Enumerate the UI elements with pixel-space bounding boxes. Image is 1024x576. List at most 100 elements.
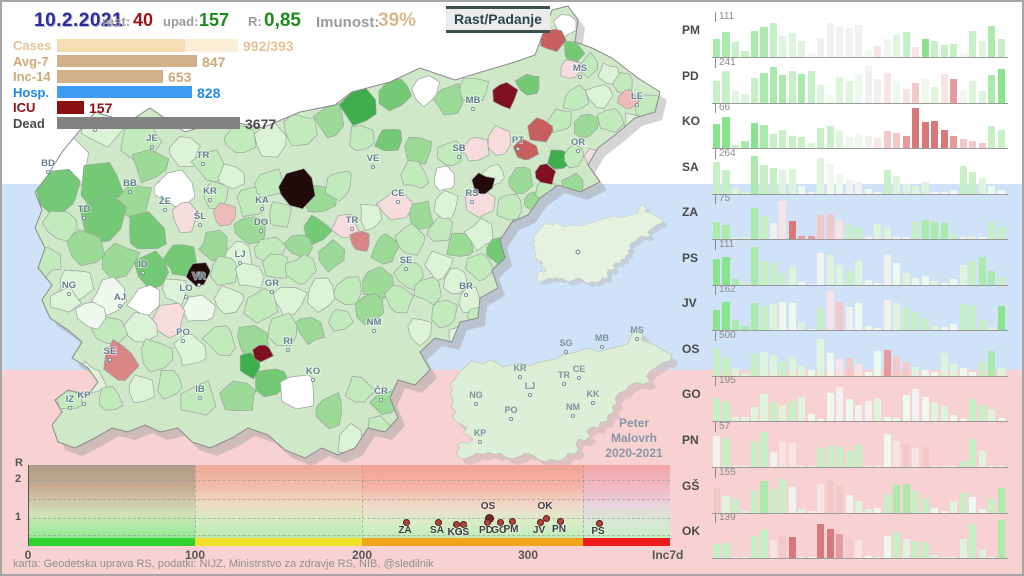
- municipality-cell[interactable]: [360, 203, 383, 232]
- municipality-cell[interactable]: [574, 114, 600, 139]
- municipality-cell[interactable]: [349, 125, 375, 151]
- municipality-cell[interactable]: [252, 344, 274, 363]
- region-chart-ZA[interactable]: ZA 75: [682, 194, 1012, 241]
- municipality-cell[interactable]: [349, 230, 370, 252]
- municipality-cell[interactable]: [283, 113, 318, 147]
- scatter-point-ZA[interactable]: [402, 518, 410, 526]
- region-chart-PS[interactable]: PS 111: [682, 239, 1012, 286]
- municipality-cell[interactable]: [355, 293, 384, 326]
- municipality-cell[interactable]: [562, 84, 590, 111]
- municipality-cell[interactable]: [471, 172, 496, 195]
- municipality-cell[interactable]: [563, 41, 586, 63]
- municipality-cell[interactable]: [434, 165, 455, 191]
- municipality-cell[interactable]: [79, 193, 127, 244]
- municipality-cell[interactable]: [328, 309, 354, 332]
- municipality-cell[interactable]: [219, 380, 257, 411]
- rast-padanje-toggle-button[interactable]: Rast/Padanje: [446, 6, 550, 33]
- municipality-cell[interactable]: [443, 267, 468, 295]
- municipality-cell[interactable]: [580, 51, 598, 79]
- municipality-cell[interactable]: [169, 136, 202, 167]
- municipality-cell[interactable]: [560, 59, 582, 79]
- municipality-cell[interactable]: [212, 202, 237, 227]
- municipality-cell[interactable]: [318, 239, 345, 273]
- municipality-cell[interactable]: [103, 338, 140, 381]
- municipality-cell[interactable]: [172, 201, 197, 234]
- region-chart-PD[interactable]: PD 241: [682, 57, 1012, 104]
- municipality-cell[interactable]: [34, 168, 81, 219]
- municipality-cell[interactable]: [514, 73, 540, 96]
- municipality-cell[interactable]: [370, 233, 402, 265]
- municipality-cell[interactable]: [157, 369, 183, 400]
- municipality-cell[interactable]: [131, 149, 170, 184]
- region-chart-SA[interactable]: SA 264: [682, 148, 1012, 195]
- municipality-cell[interactable]: [362, 266, 395, 299]
- municipality-cell[interactable]: [408, 200, 434, 230]
- scatter-point-GO[interactable]: [496, 518, 504, 526]
- scatter-point-PD[interactable]: [483, 518, 491, 526]
- municipality-cell[interactable]: [512, 137, 540, 161]
- municipality-cell[interactable]: [209, 255, 238, 286]
- scatter-point-PM[interactable]: [508, 517, 516, 525]
- municipality-cell[interactable]: [41, 210, 78, 242]
- municipality-cell[interactable]: [185, 262, 211, 287]
- municipality-cell[interactable]: [129, 211, 167, 250]
- municipality-cell[interactable]: [508, 167, 533, 194]
- region-chart-KO[interactable]: KO 66: [682, 103, 1012, 150]
- municipality-cell[interactable]: [393, 262, 424, 291]
- municipality-cell[interactable]: [201, 325, 236, 357]
- municipality-cell[interactable]: [278, 168, 316, 210]
- municipality-cell[interactable]: [262, 253, 289, 279]
- municipality-cell[interactable]: [492, 81, 519, 110]
- region-chart-JV[interactable]: JV 162: [682, 285, 1012, 332]
- municipality-cell[interactable]: [285, 253, 318, 285]
- municipality-cell[interactable]: [152, 302, 186, 339]
- municipality-cell[interactable]: [411, 75, 441, 108]
- region-chart-OS[interactable]: OS 500: [682, 330, 1012, 377]
- municipality-cell[interactable]: [487, 124, 512, 156]
- municipality-cell[interactable]: [404, 136, 433, 165]
- municipality-cell[interactable]: [50, 286, 83, 313]
- municipality-cell[interactable]: [436, 140, 463, 166]
- municipality-cell[interactable]: [332, 276, 362, 305]
- municipality-cell[interactable]: [598, 62, 621, 85]
- region-chart-PN[interactable]: PN 57: [682, 421, 1012, 468]
- municipality-cell[interactable]: [465, 253, 495, 282]
- municipality-cell[interactable]: [269, 201, 293, 228]
- municipality-cell[interactable]: [496, 194, 523, 221]
- municipality-cell[interactable]: [534, 163, 557, 185]
- municipality-cell[interactable]: [596, 108, 625, 133]
- municipality-cell[interactable]: [400, 160, 430, 189]
- municipality-cell[interactable]: [233, 216, 266, 245]
- municipality-cell[interactable]: [527, 117, 554, 143]
- municipality-cell[interactable]: [313, 103, 344, 139]
- municipality-cell[interactable]: [464, 217, 494, 252]
- municipality-cell[interactable]: [344, 376, 376, 403]
- municipality-cell[interactable]: [141, 338, 174, 373]
- municipality-cell[interactable]: [315, 392, 343, 430]
- municipality-cell[interactable]: [378, 78, 413, 112]
- municipality-cell[interactable]: [374, 129, 403, 152]
- municipality-cell[interactable]: [307, 277, 336, 314]
- municipality-cell[interactable]: [431, 299, 458, 329]
- municipality-cell[interactable]: [413, 276, 442, 306]
- municipality-cell[interactable]: [303, 214, 333, 246]
- scatter-point-KO[interactable]: [452, 520, 460, 528]
- municipality-cell[interactable]: [98, 385, 124, 411]
- municipality-cell[interactable]: [464, 188, 496, 219]
- municipality-cell[interactable]: [213, 285, 244, 315]
- municipality-cell[interactable]: [433, 190, 459, 219]
- region-chart-PM[interactable]: PM 111: [682, 12, 1012, 58]
- municipality-cell[interactable]: [584, 84, 614, 109]
- municipality-cell[interactable]: [617, 88, 640, 110]
- region-chart-GŠ[interactable]: GŠ 155: [682, 467, 1012, 514]
- scatter-point-SA[interactable]: [434, 518, 442, 526]
- municipality-cell[interactable]: [407, 318, 432, 347]
- municipality-cell[interactable]: [426, 212, 454, 242]
- scatter-point-OK[interactable]: [542, 514, 550, 522]
- municipality-cell[interactable]: [424, 250, 454, 282]
- municipality-cell[interactable]: [375, 188, 415, 221]
- municipality-cell[interactable]: [218, 163, 246, 189]
- municipality-cell[interactable]: [129, 374, 155, 403]
- municipality-cell[interactable]: [26, 245, 62, 280]
- scatter-point-JV[interactable]: [536, 518, 544, 526]
